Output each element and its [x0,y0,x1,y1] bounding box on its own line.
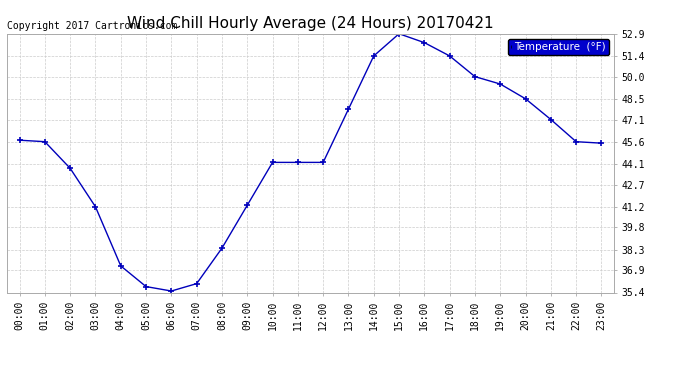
Text: Copyright 2017 Cartronics.com: Copyright 2017 Cartronics.com [7,21,177,31]
Title: Wind Chill Hourly Average (24 Hours) 20170421: Wind Chill Hourly Average (24 Hours) 201… [127,16,494,31]
Legend: Temperature  (°F): Temperature (°F) [508,39,609,55]
